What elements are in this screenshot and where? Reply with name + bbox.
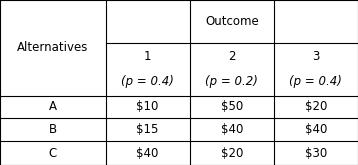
Text: (p = 0.4): (p = 0.4) bbox=[121, 75, 174, 88]
Text: Alternatives: Alternatives bbox=[17, 41, 88, 54]
Text: $15: $15 bbox=[136, 123, 159, 136]
Text: $30: $30 bbox=[305, 147, 327, 160]
Text: $10: $10 bbox=[136, 100, 159, 113]
Text: (p = 0.4): (p = 0.4) bbox=[290, 75, 342, 88]
Text: $50: $50 bbox=[221, 100, 243, 113]
Text: Outcome: Outcome bbox=[205, 15, 259, 28]
Text: $40: $40 bbox=[136, 147, 159, 160]
Text: B: B bbox=[49, 123, 57, 136]
Text: 2: 2 bbox=[228, 50, 236, 63]
Text: A: A bbox=[49, 100, 57, 113]
Text: 1: 1 bbox=[144, 50, 151, 63]
Text: $40: $40 bbox=[305, 123, 327, 136]
Text: $20: $20 bbox=[305, 100, 327, 113]
Text: 3: 3 bbox=[312, 50, 320, 63]
Text: $40: $40 bbox=[221, 123, 243, 136]
Text: $20: $20 bbox=[221, 147, 243, 160]
Text: C: C bbox=[49, 147, 57, 160]
Text: (p = 0.2): (p = 0.2) bbox=[205, 75, 258, 88]
